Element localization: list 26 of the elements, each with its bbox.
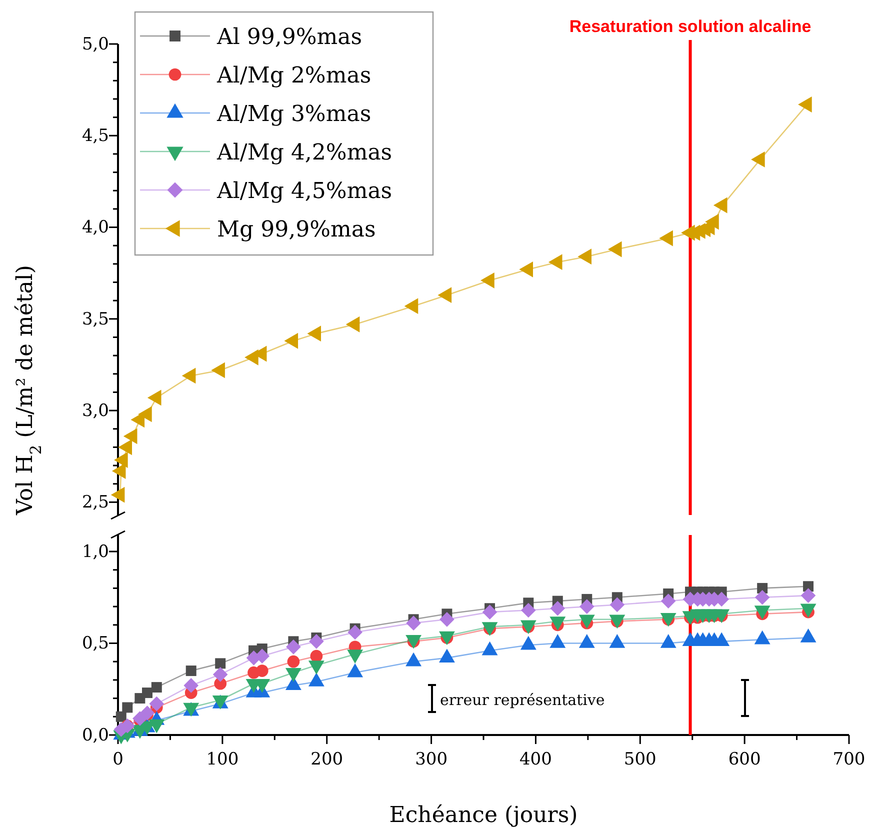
- ref-line-label: Resaturation solution alcaline: [569, 17, 812, 36]
- x-tick-label: 100: [206, 749, 239, 770]
- annotation: erreur représentative: [440, 691, 605, 709]
- y-tick-label: 3,5: [82, 309, 109, 330]
- y-tick-label: 2,5: [82, 492, 109, 513]
- x-axis-title: Echéance (jours): [389, 803, 578, 828]
- y-tick-label: 4,5: [82, 126, 109, 146]
- y-tick-label: 0,0: [82, 725, 109, 746]
- y-tick-label: 3,0: [82, 400, 109, 421]
- legend-label: Al/Mg 4,5%mas: [216, 179, 392, 204]
- legend-label: Mg 99,9%mas: [217, 218, 376, 242]
- x-tick-label: 0: [112, 749, 124, 770]
- x-tick-label: 300: [415, 749, 448, 770]
- legend-label: Al/Mg 2%mas: [216, 64, 372, 88]
- x-tick-label: 700: [832, 749, 866, 770]
- y-tick-label: 1,0: [82, 542, 109, 562]
- legend-label: Al/Mg 4,2%mas: [216, 140, 392, 166]
- y-tick-label: 0,5: [82, 634, 109, 654]
- legend-label: Al 99,9%mas: [216, 25, 362, 50]
- x-tick-label: 600: [728, 749, 761, 770]
- y-tick-label: 5,0: [82, 34, 109, 54]
- x-tick-label: 400: [519, 749, 552, 770]
- x-tick-label: 200: [310, 749, 344, 770]
- legend-label: Al/Mg 3%mas: [216, 102, 372, 127]
- x-tick-label: 500: [624, 749, 656, 770]
- y-tick-label: 4,0: [82, 218, 109, 238]
